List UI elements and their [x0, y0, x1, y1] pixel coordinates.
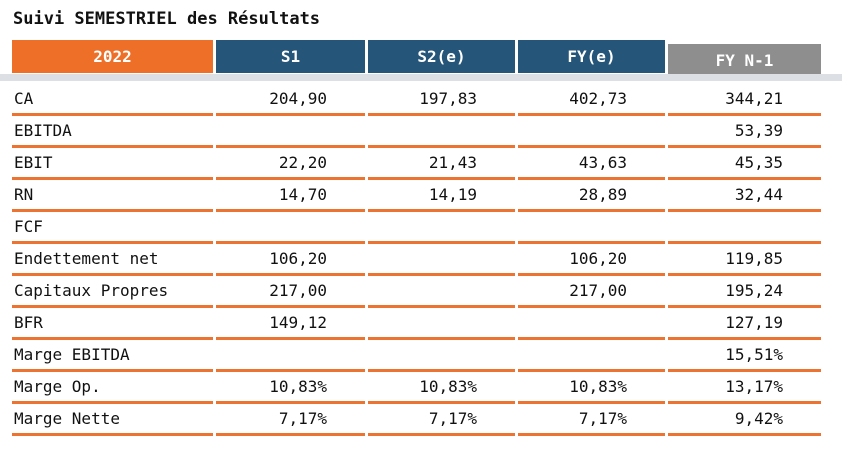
row-label: EBITDA — [12, 116, 213, 148]
cell-fy-n-1: 15,51% — [668, 340, 821, 372]
cell-fye: 10,83% — [518, 372, 665, 404]
cell-fy-n-1 — [668, 212, 821, 244]
header-cell-2022: 2022 — [12, 40, 213, 73]
row-label: CA — [12, 84, 213, 116]
cell-fy-n-1: 32,44 — [668, 180, 821, 212]
header-cell-s2-e-: S2(e) — [368, 40, 515, 73]
cell-fy-n-1: 53,39 — [668, 116, 821, 148]
cell-s1 — [216, 340, 365, 372]
cell-s1: 22,20 — [216, 148, 365, 180]
header-cell-s1: S1 — [216, 40, 365, 73]
row-label: FCF — [12, 212, 213, 244]
cell-fye — [518, 116, 665, 148]
cell-fye: 217,00 — [518, 276, 665, 308]
cell-fye — [518, 308, 665, 340]
cell-fye: 43,63 — [518, 148, 665, 180]
cell-s2e — [368, 276, 515, 308]
cell-fy-n-1: 127,19 — [668, 308, 821, 340]
cell-fy-n-1: 9,42% — [668, 404, 821, 436]
cell-s1: 217,00 — [216, 276, 365, 308]
table-row: Endettement net 106,20 106,20 119,85 — [12, 244, 821, 276]
cell-s1: 149,12 — [216, 308, 365, 340]
header-cell-fy-n-1: FY N-1 — [668, 44, 821, 77]
table-row: Capitaux Propres 217,00 217,00 195,24 — [12, 276, 821, 308]
cell-fy-n-1: 195,24 — [668, 276, 821, 308]
cell-fye — [518, 340, 665, 372]
table-header-row: 2022 S1 S2(e) FY(e) FY N-1 — [12, 40, 821, 77]
row-label: RN — [12, 180, 213, 212]
table-row: RN 14,70 14,19 28,89 32,44 — [12, 180, 821, 212]
cell-s2e: 21,43 — [368, 148, 515, 180]
cell-s2e: 7,17% — [368, 404, 515, 436]
table-row: Marge Op. 10,83% 10,83% 10,83% 13,17% — [12, 372, 821, 404]
cell-s2e — [368, 340, 515, 372]
cell-fye: 28,89 — [518, 180, 665, 212]
cell-s2e — [368, 308, 515, 340]
cell-s1: 204,90 — [216, 84, 365, 116]
cell-s2e: 197,83 — [368, 84, 515, 116]
cell-s2e: 10,83% — [368, 372, 515, 404]
cell-fye: 106,20 — [518, 244, 665, 276]
table-row: BFR 149,12 127,19 — [12, 308, 821, 340]
row-label: BFR — [12, 308, 213, 340]
cell-s1: 14,70 — [216, 180, 365, 212]
row-label: Marge Nette — [12, 404, 213, 436]
cell-fy-n-1: 45,35 — [668, 148, 821, 180]
cell-s2e: 14,19 — [368, 180, 515, 212]
table-row: FCF — [12, 212, 821, 244]
cell-fye — [518, 212, 665, 244]
cell-fye: 402,73 — [518, 84, 665, 116]
cell-fye: 7,17% — [518, 404, 665, 436]
cell-s2e — [368, 116, 515, 148]
cell-s2e — [368, 212, 515, 244]
row-label: Marge Op. — [12, 372, 213, 404]
cell-fy-n-1: 13,17% — [668, 372, 821, 404]
header-shadow-band — [0, 74, 842, 81]
table-row: EBITDA 53,39 — [12, 116, 821, 148]
cell-s2e — [368, 244, 515, 276]
cell-s1 — [216, 212, 365, 244]
cell-s1: 106,20 — [216, 244, 365, 276]
cell-s1: 7,17% — [216, 404, 365, 436]
row-label: Endettement net — [12, 244, 213, 276]
row-label: EBIT — [12, 148, 213, 180]
cell-fy-n-1: 119,85 — [668, 244, 821, 276]
row-label: Marge EBITDA — [12, 340, 213, 372]
table-row: Marge EBITDA 15,51% — [12, 340, 821, 372]
table-row: Marge Nette 7,17% 7,17% 7,17% 9,42% — [12, 404, 821, 436]
table-row: EBIT 22,20 21,43 43,63 45,35 — [12, 148, 821, 180]
table-row: CA 204,90 197,83 402,73 344,21 — [12, 84, 821, 116]
row-label: Capitaux Propres — [12, 276, 213, 308]
report-title: Suivi SEMESTRIEL des Résultats — [13, 9, 321, 29]
cell-s1: 10,83% — [216, 372, 365, 404]
cell-s1 — [216, 116, 365, 148]
header-cell-fy-e-: FY(e) — [518, 40, 665, 73]
table-body: CA 204,90 197,83 402,73 344,21 EBITDA 53… — [12, 84, 821, 436]
cell-fy-n-1: 344,21 — [668, 84, 821, 116]
